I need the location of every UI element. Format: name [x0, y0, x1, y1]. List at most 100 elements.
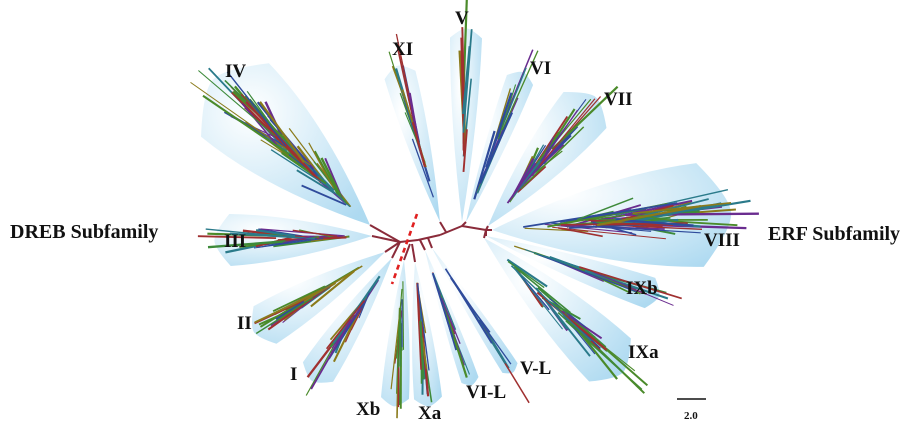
leaf-branch-ii [272, 285, 326, 313]
group-label-xb: Xb [356, 399, 380, 420]
leaf-branch-iv [308, 142, 335, 189]
leaf-branch-vi [501, 50, 539, 131]
leaf-branch-iv [259, 101, 305, 163]
backbone-branch [417, 234, 441, 241]
leaf-branch-v [462, 46, 471, 115]
dreb-erf-divider [390, 213, 419, 285]
backbone-branch [399, 239, 419, 243]
tree-branches [190, 0, 759, 419]
leaf-branch-viii [592, 225, 701, 234]
leaf-branch-ixb [592, 271, 674, 306]
leaf-branch-ii [310, 270, 355, 308]
backbone-branch [384, 241, 401, 253]
leaf-branch-iii [197, 235, 277, 239]
leaf-branch-iv [320, 157, 342, 197]
leaf-branch-iv [202, 94, 290, 156]
leaf-branch-vii [539, 98, 596, 166]
leaf-branch-iv [296, 169, 335, 194]
leaf-branch-xb [395, 288, 403, 359]
leaf-branch-v [460, 37, 466, 156]
group-label-iv: IV [225, 61, 246, 82]
leaf-branch-ixa [506, 258, 548, 288]
leaf-branch-viii [595, 199, 693, 223]
leaf-branch-xb [402, 281, 405, 350]
leaf-branch-i [310, 319, 352, 390]
leaf-branch-vii [538, 136, 555, 168]
leaf-branch-viii [557, 227, 603, 238]
clade-shape-xi [384, 65, 440, 223]
group-label-vil: VI-L [466, 382, 506, 403]
leaf-branch-iii [292, 229, 338, 237]
leaf-branch-xa [421, 337, 428, 369]
leaf-branch-vi-l [439, 294, 468, 378]
group-label-xi: XI [392, 39, 413, 60]
leaf-branch-vi [473, 130, 496, 200]
group-label-ixa: IXa [628, 342, 659, 363]
leaf-branch-ixa [515, 269, 550, 311]
leaf-branch-iii [207, 240, 286, 249]
group-label-vi: VI [530, 58, 551, 79]
backbone-branch [391, 241, 401, 259]
leaf-branch-ixa [513, 266, 571, 314]
backbone-branch [439, 221, 447, 233]
leaf-branch-xi [411, 138, 435, 198]
leaf-branch-vii [506, 162, 537, 204]
backbone-branch [427, 237, 433, 249]
leaf-branch-ixa [561, 310, 603, 340]
leaf-branch-i [358, 292, 370, 319]
group-label-vl: V-L [520, 358, 551, 379]
group-label-ixb: IXb [626, 278, 658, 299]
leaf-branch-xb [398, 312, 401, 368]
leaf-branch-iii [255, 229, 296, 238]
leaf-branch-iii [283, 235, 315, 243]
backbone-branch [371, 235, 401, 243]
leaf-branch-v-l [452, 280, 493, 344]
backbone-branch [461, 221, 467, 227]
leaf-branch-vi-l [440, 297, 461, 344]
leaf-branch-vii [551, 85, 619, 150]
leaf-branch-v [462, 129, 468, 172]
leaf-branch-ii [255, 297, 314, 335]
leaf-branch-iv [241, 102, 278, 146]
backbone-branch [483, 229, 487, 239]
leaf-branch-vi-l [431, 272, 454, 339]
leaf-branch-ixa [510, 265, 592, 342]
group-label-vii: VII [604, 89, 633, 110]
leaf-branch-ixa [536, 291, 608, 351]
leaf-branch-viii [631, 213, 688, 225]
leaf-branch-viii [632, 201, 732, 215]
backbone-branch [403, 243, 411, 261]
leaf-branch-vi-l [432, 272, 457, 331]
group-label-i: I [290, 364, 297, 385]
backbone-branch [369, 224, 401, 243]
group-label-viii: VIII [704, 230, 740, 251]
group-label-ii: II [237, 313, 252, 334]
backbone-branch [485, 225, 489, 231]
group-label-v: V [455, 8, 469, 29]
leaf-branch-viii [576, 197, 634, 221]
leaf-branch-xa [416, 282, 423, 370]
leaf-branch-vi [479, 112, 514, 184]
leaf-branch-ixb [578, 266, 682, 300]
leaf-branch-v [461, 27, 466, 106]
leaf-branch-ixa [553, 304, 596, 339]
leaf-branch-ii [303, 265, 363, 303]
backbone-branch [411, 243, 416, 263]
leaf-branch-v-l [478, 319, 512, 365]
leaf-branch-iii [253, 238, 324, 249]
leaf-branch-viii [596, 205, 702, 227]
group-label-iii: III [224, 231, 246, 252]
backbone-branch [439, 225, 463, 236]
subfamily-label-dreb: DREB Subfamily [10, 221, 158, 243]
leaf-branch-xa [416, 283, 430, 371]
leaf-branch-i [325, 300, 365, 350]
leaf-branch-ixb [536, 253, 637, 293]
clade-shape-xb [381, 260, 410, 407]
leaf-branch-iii [205, 228, 284, 238]
clade-shape-ixb [486, 236, 660, 309]
subfamily-label-erf: ERF Subfamily [768, 223, 900, 245]
leaf-branch-vi [497, 84, 517, 140]
leaf-branch-iv [301, 184, 347, 206]
leaf-branch-viii [552, 226, 666, 240]
